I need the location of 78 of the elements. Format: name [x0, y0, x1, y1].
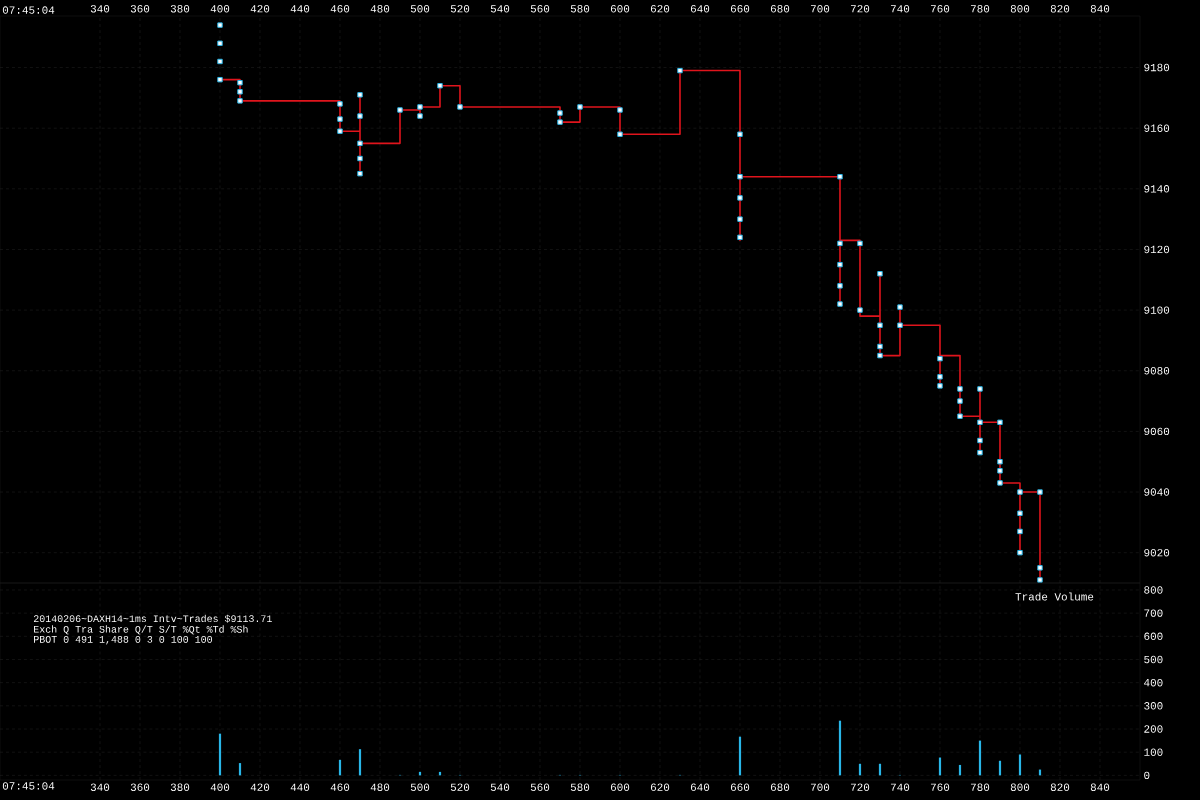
- x-tick-label: 820: [1050, 783, 1070, 791]
- x-tick-label: 560: [530, 783, 550, 791]
- x-tick-label: 600: [610, 783, 630, 791]
- x-tick-label: 480: [370, 5, 390, 13]
- x-tick-label: 800: [1010, 5, 1030, 13]
- x-tick-label: 800: [1010, 783, 1030, 791]
- x-tick-label: 760: [930, 5, 950, 13]
- y-tick-label: 600: [1144, 632, 1163, 641]
- x-tick-label: 480: [370, 783, 390, 791]
- y-tick-label: 800: [1144, 586, 1163, 594]
- x-tick-label: 660: [730, 5, 750, 13]
- x-tick-label: 840: [1090, 783, 1110, 791]
- x-tick-label: 440: [290, 783, 310, 791]
- x-tick-label: 780: [970, 783, 990, 791]
- x-tick-label: 380: [170, 783, 190, 791]
- x-tick-label: 700: [810, 783, 830, 791]
- y-tick-label: 300: [1144, 702, 1163, 710]
- x-tick-label: 560: [530, 5, 550, 13]
- x-tick-label: 740: [890, 783, 910, 791]
- x-tick-label: 640: [690, 5, 710, 13]
- x-tick-label: 680: [770, 783, 790, 791]
- x-axis-title: 07:45:04: [2, 782, 55, 790]
- x-tick-label: 380: [170, 5, 190, 13]
- x-tick-label: 840: [1090, 5, 1110, 13]
- x-tick-label: 400: [210, 5, 230, 13]
- y-tick-label: 9180: [1144, 63, 1170, 72]
- x-tick-label: 620: [650, 5, 670, 13]
- x-tick-label: 580: [570, 5, 590, 13]
- x-tick-label: 540: [490, 783, 510, 791]
- y-tick-label: 9120: [1144, 245, 1170, 254]
- x-tick-label: 780: [970, 5, 990, 13]
- x-tick-label: 520: [450, 783, 470, 791]
- x-tick-label: 460: [330, 5, 350, 13]
- x-tick-label: 700: [810, 5, 830, 13]
- y-tick-label: 200: [1144, 725, 1163, 733]
- y-tick-label: 9020: [1144, 548, 1170, 557]
- y-tick-label: 500: [1144, 655, 1163, 664]
- y-tick-label: 9080: [1144, 367, 1170, 375]
- y-tick-label: 400: [1144, 678, 1163, 687]
- text: Trade Volume: [1015, 592, 1094, 601]
- x-tick-label: 600: [610, 5, 630, 13]
- x-tick-label: 640: [690, 783, 710, 791]
- x-tick-label: 760: [930, 783, 950, 791]
- x-tick-label: 440: [290, 5, 310, 13]
- bar: [358, 749, 362, 776]
- x-tick-label: 580: [570, 783, 590, 791]
- x-tick-label: 620: [650, 783, 670, 791]
- x-tick-label: 360: [130, 783, 150, 791]
- x-tick-label: 360: [130, 5, 150, 13]
- annotation: PBOT 0 491 1,488 0 3 0 100 100: [34, 636, 212, 645]
- annotation: Exch Q Tra Share Q/T S/T %Qt %Td %Sh: [34, 625, 248, 635]
- x-tick-label: 500: [410, 783, 430, 791]
- x-tick-label: 340: [90, 783, 110, 791]
- x-tick-label: 660: [730, 783, 750, 791]
- y-tick-label: 0: [1144, 771, 1150, 780]
- x-tick-label: 420: [250, 783, 270, 791]
- y-tick-label: 700: [1144, 609, 1163, 617]
- y-tick-label: 100: [1144, 748, 1163, 756]
- x-tick-label: 540: [490, 5, 510, 13]
- x-tick-label: 740: [890, 5, 910, 13]
- x-tick-label: 500: [410, 5, 430, 13]
- bar: [838, 720, 842, 776]
- y-tick-label: 9160: [1144, 124, 1170, 132]
- x-tick-label: 520: [450, 5, 470, 13]
- x-tick-label: 400: [210, 783, 230, 791]
- x-tick-label: 720: [850, 783, 870, 791]
- x-axis-title: 07:45:04: [2, 6, 55, 14]
- y-tick-label: 9140: [1144, 185, 1170, 193]
- x-tick-label: 340: [90, 5, 110, 13]
- x-tick-label: 720: [850, 5, 870, 13]
- x-tick-label: 820: [1050, 5, 1070, 13]
- y-tick-label: 9040: [1144, 488, 1170, 496]
- x-tick-label: 420: [250, 5, 270, 13]
- annotation: 20140206~DAXH14~1ms Intv~Trades $9113.71: [33, 614, 272, 623]
- x-tick-label: 460: [330, 783, 350, 791]
- x-tick-label: 680: [770, 5, 790, 13]
- y-tick-label: 9100: [1144, 306, 1170, 314]
- y-tick-label: 9060: [1144, 427, 1170, 436]
